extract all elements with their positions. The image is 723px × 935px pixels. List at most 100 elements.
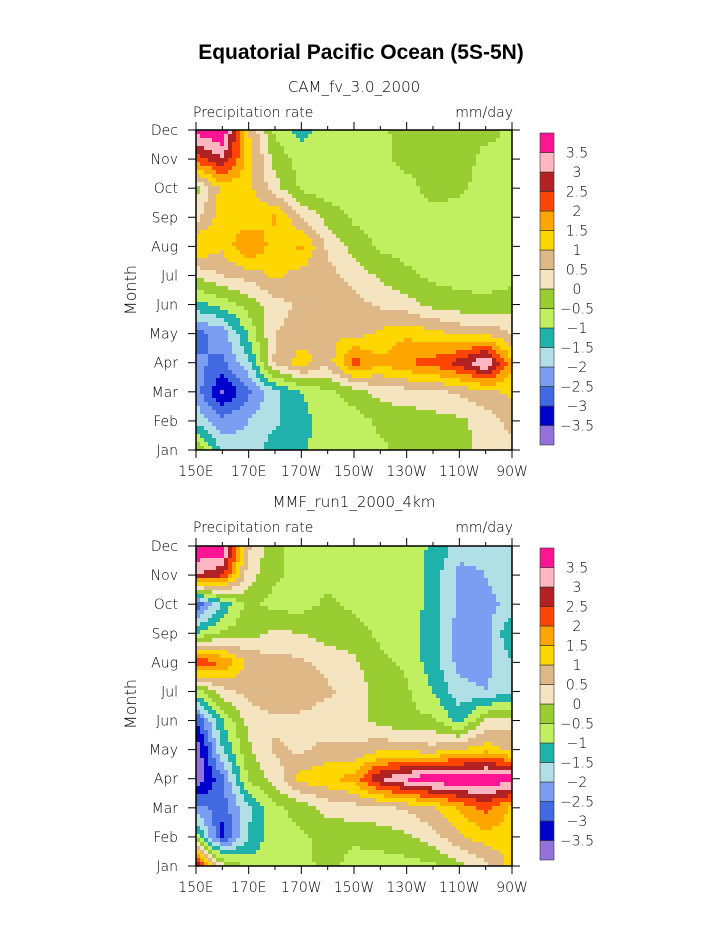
contour-cell (232, 570, 236, 575)
contour-cell (420, 750, 436, 755)
colorbar-box (539, 801, 555, 822)
contour-cell (224, 698, 248, 703)
contour-cell (508, 650, 512, 655)
contour-cell (264, 822, 296, 827)
contour-cell (260, 406, 280, 411)
contour-cell (204, 290, 240, 295)
contour-cell (480, 350, 488, 355)
y-tick-label: Dec (151, 123, 178, 139)
contour-cell (232, 814, 240, 819)
contour-cell (420, 618, 440, 623)
y-axis-label: Month (121, 265, 140, 315)
contour-cell (324, 594, 332, 599)
contour-cell (196, 178, 208, 183)
contour-cell (272, 222, 276, 227)
contour-cell (324, 198, 428, 203)
contour-cell (240, 778, 248, 783)
contour-cell (316, 230, 332, 235)
contour-cell (196, 662, 216, 667)
contour-cell (268, 794, 288, 799)
contour-cell (212, 166, 232, 171)
contour-cell (244, 574, 256, 579)
contour-cell (244, 154, 252, 159)
colorbar-box (539, 366, 555, 387)
contour-cell (240, 834, 248, 839)
contour-cell (480, 146, 512, 151)
contour-cell (236, 562, 244, 567)
contour-cell (264, 178, 280, 183)
contour-cell (492, 358, 496, 363)
contour-cell (440, 702, 456, 707)
contour-cell (412, 834, 440, 839)
contour-cell (404, 854, 448, 859)
colorbar-box (539, 230, 555, 251)
contour-cell (424, 550, 448, 555)
contour-cell (360, 786, 376, 791)
contour-cell (316, 806, 396, 811)
contour-cell (372, 634, 420, 639)
contour-cell (216, 162, 224, 167)
contour-cell (212, 726, 216, 731)
contour-cell (196, 578, 228, 583)
contour-cell (240, 378, 252, 383)
contour-cell (492, 590, 512, 595)
contour-cell (228, 810, 240, 815)
contour-cell (324, 222, 352, 227)
contour-cell (268, 350, 276, 355)
contour-cell (292, 374, 340, 379)
contour-cell (344, 362, 352, 367)
contour-cell (368, 234, 512, 239)
contour-cell (476, 854, 504, 859)
contour-cell (468, 746, 500, 751)
contour-cell (352, 386, 404, 391)
contour-cell (280, 758, 356, 763)
contour-cell (452, 622, 492, 627)
contour-cell (232, 574, 240, 579)
contour-cell (476, 726, 512, 731)
contour-cell (248, 370, 256, 375)
contour-cell (504, 638, 512, 643)
contour-cell (268, 134, 276, 139)
contour-cell (472, 174, 512, 179)
contour-cell (204, 414, 220, 419)
contour-cell (296, 350, 308, 355)
contour-cell (208, 430, 220, 435)
contour-cell (264, 306, 292, 311)
contour-cell (468, 186, 512, 191)
contour-cell (208, 858, 212, 863)
contour-cell (208, 442, 216, 447)
contour-cell (212, 638, 316, 643)
contour-cell (200, 834, 204, 839)
contour-cell (220, 706, 236, 711)
contour-cell (300, 370, 308, 375)
contour-cell (456, 698, 472, 703)
contour-cell (440, 662, 456, 667)
contour-cell (220, 574, 228, 579)
contour-cell (412, 770, 512, 775)
contour-cell (456, 594, 496, 599)
contour-cell (248, 358, 256, 363)
contour-cell (220, 742, 232, 747)
contour-cell (256, 190, 272, 195)
contour-cell (472, 178, 512, 183)
contour-cell (420, 186, 468, 191)
colorbar-label: 1.5 (566, 639, 588, 655)
contour-cell (348, 250, 380, 255)
contour-cell (240, 134, 244, 139)
contour-cell (300, 186, 420, 191)
contour-cell (424, 562, 444, 567)
contour-cell (220, 154, 224, 159)
contour-cell (236, 774, 240, 779)
contour-cell (212, 182, 252, 187)
contour-cell (228, 626, 368, 631)
contour-cell (292, 362, 308, 367)
contour-cell (240, 806, 252, 811)
contour-cell (240, 746, 252, 751)
contour-cell (220, 446, 264, 451)
contour-cell (508, 654, 512, 659)
contour-cell (236, 374, 248, 379)
contour-cell (264, 394, 280, 399)
contour-cell (280, 410, 308, 415)
contour-cell (256, 410, 280, 415)
